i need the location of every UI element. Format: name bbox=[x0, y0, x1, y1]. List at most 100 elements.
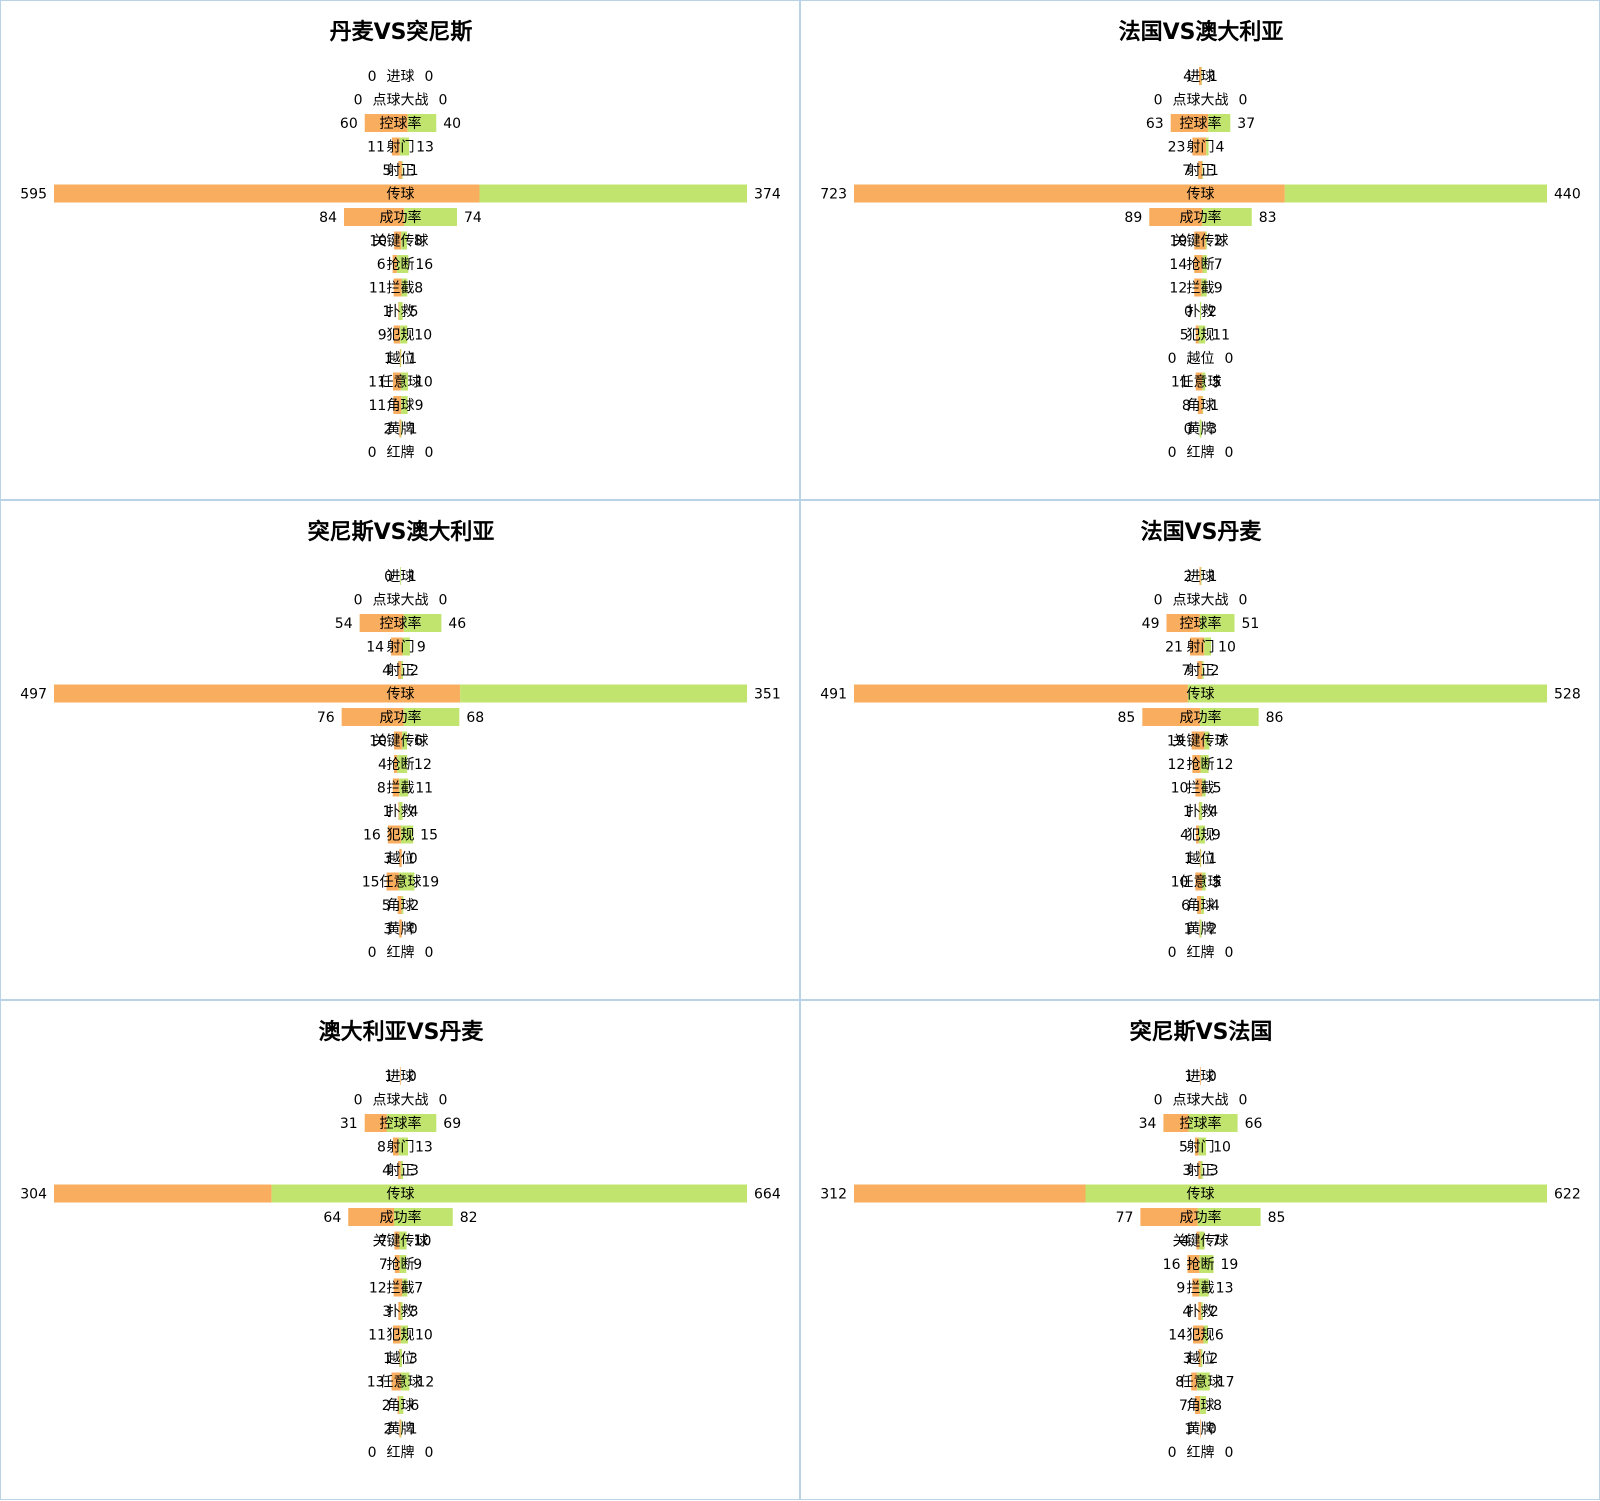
value-right-key-passes: 7 bbox=[1212, 1234, 1221, 1250]
bar-right-key-passes bbox=[1205, 231, 1207, 250]
chart-title: 法国VS澳大利亚 bbox=[1119, 19, 1284, 45]
value-right-red-cards: 0 bbox=[425, 445, 434, 461]
value-right-offsides: 0 bbox=[1225, 351, 1234, 367]
value-left-key-passes: 19 bbox=[1167, 734, 1185, 750]
bar-right-offsides bbox=[1200, 1349, 1203, 1367]
category-label-offsides: 越位 bbox=[387, 851, 415, 867]
bar-right-interceptions bbox=[399, 778, 409, 797]
value-left-shots: 5 bbox=[1179, 1140, 1188, 1156]
value-right-free-kicks: 10 bbox=[415, 375, 433, 391]
value-left-interceptions: 10 bbox=[1171, 781, 1189, 797]
value-right-corners: 6 bbox=[410, 1398, 419, 1414]
value-right-interceptions: 7 bbox=[414, 1281, 423, 1297]
category-label-red-cards: 红牌 bbox=[1187, 1444, 1215, 1461]
bar-left-key-passes bbox=[394, 1231, 400, 1250]
bar-right-corners bbox=[401, 396, 408, 414]
value-left-tackles: 14 bbox=[1169, 257, 1187, 273]
value-right-shootout: 0 bbox=[1239, 93, 1248, 109]
value-right-possession: 66 bbox=[1245, 1116, 1263, 1132]
value-right-shootout: 0 bbox=[439, 93, 448, 109]
value-right-shots-on-target: 2 bbox=[1211, 663, 1220, 679]
bar-left-saves bbox=[1198, 802, 1200, 820]
value-right-fouls: 15 bbox=[420, 828, 438, 844]
bar-left-offsides bbox=[1198, 1349, 1201, 1367]
bar-right-shots bbox=[402, 637, 410, 656]
value-right-fouls: 11 bbox=[1212, 328, 1230, 344]
bar-right-interceptions bbox=[1202, 778, 1206, 797]
category-label-fouls: 犯规 bbox=[1187, 828, 1215, 844]
value-left-interceptions: 9 bbox=[1176, 1281, 1185, 1297]
bar-right-key-passes bbox=[402, 731, 408, 750]
value-left-passes: 304 bbox=[20, 1187, 47, 1203]
bar-left-goals bbox=[1199, 567, 1201, 585]
value-left-shootout: 0 bbox=[1154, 1093, 1163, 1109]
value-left-key-passes: 10 bbox=[369, 234, 387, 250]
bar-right-saves bbox=[399, 802, 403, 820]
bar-left-shots bbox=[392, 1137, 399, 1156]
category-label-interceptions: 拦截 bbox=[387, 1281, 415, 1297]
category-label-saves: 扑救 bbox=[1187, 304, 1215, 320]
bar-left-offsides bbox=[1199, 849, 1201, 867]
value-left-corners: 11 bbox=[369, 398, 387, 414]
value-left-red-cards: 0 bbox=[1168, 1445, 1177, 1461]
bar-right-yellow-cards bbox=[1199, 419, 1202, 438]
chart-panel-4: 法国VS丹麦 进球 2 1 点球大战 0 0 控球率 49 51 射门 21 10 射正 7 2 传球 491 52… bbox=[800, 500, 1600, 1000]
bar-right-shots-on-target bbox=[400, 1161, 404, 1179]
bar-right-saves bbox=[1201, 1302, 1203, 1320]
bar-left-key-passes bbox=[394, 231, 402, 250]
value-left-offsides: 1 bbox=[1184, 851, 1193, 867]
bar-right-tackles bbox=[396, 255, 409, 273]
value-right-fouls: 10 bbox=[415, 1328, 433, 1344]
bar-right-fouls bbox=[400, 825, 414, 844]
category-label-offsides: 越位 bbox=[1187, 851, 1215, 867]
value-left-shots-on-target: 3 bbox=[1182, 1163, 1191, 1179]
value-left-tackles: 6 bbox=[377, 257, 386, 273]
bar-left-key-passes bbox=[393, 731, 403, 750]
value-left-saves: 4 bbox=[1182, 1304, 1191, 1320]
category-label-shots-on-target: 射正 bbox=[387, 163, 415, 179]
value-right-pass-accuracy: 74 bbox=[464, 210, 482, 226]
category-label-shootout: 点球大战 bbox=[373, 93, 429, 109]
value-right-saves: 2 bbox=[1210, 1304, 1219, 1320]
bar-left-yellow-cards bbox=[399, 1419, 401, 1438]
value-right-possession: 46 bbox=[448, 616, 466, 632]
category-label-saves: 扑救 bbox=[1187, 1304, 1215, 1320]
value-left-fouls: 5 bbox=[1180, 328, 1189, 344]
chart-panel-1: 丹麦VS突尼斯 进球 0 0 点球大战 0 0 控球率 60 40 射门 11 13 射正 5 1 传球 595 3… bbox=[0, 0, 800, 500]
bar-right-saves bbox=[400, 1302, 403, 1320]
value-left-free-kicks: 15 bbox=[362, 875, 380, 891]
value-left-passes: 723 bbox=[820, 187, 847, 203]
category-label-yellow-cards: 黄牌 bbox=[387, 921, 415, 938]
bar-right-fouls bbox=[400, 1325, 409, 1344]
bar-right-free-kicks bbox=[400, 1372, 410, 1391]
value-right-passes: 440 bbox=[1554, 187, 1581, 203]
bar-right-corners bbox=[399, 1396, 404, 1414]
bar-right-shots-on-target bbox=[1200, 1161, 1203, 1179]
bar-left-pass-accuracy bbox=[344, 208, 405, 226]
category-label-saves: 扑救 bbox=[387, 1304, 415, 1320]
value-left-saves: 1 bbox=[383, 804, 392, 820]
bar-right-possession bbox=[1188, 1114, 1238, 1132]
value-left-corners: 5 bbox=[382, 898, 391, 914]
value-left-saves: 0 bbox=[1184, 304, 1193, 320]
value-right-saves: 5 bbox=[410, 304, 419, 320]
value-right-shots-on-target: 3 bbox=[1210, 1163, 1219, 1179]
bar-left-saves bbox=[398, 802, 400, 820]
bar-left-shots bbox=[1194, 1137, 1199, 1156]
bar-left-possession bbox=[1163, 1114, 1189, 1132]
value-left-pass-accuracy: 77 bbox=[1116, 1210, 1134, 1226]
category-label-passes: 传球 bbox=[1187, 187, 1215, 203]
value-right-red-cards: 0 bbox=[1225, 1445, 1234, 1461]
value-left-free-kicks: 8 bbox=[1175, 1375, 1184, 1391]
category-label-free-kicks: 任意球 bbox=[1180, 874, 1222, 891]
bar-right-interceptions bbox=[401, 278, 408, 297]
value-left-pass-accuracy: 76 bbox=[317, 710, 335, 726]
bar-right-pass-accuracy bbox=[1197, 1208, 1261, 1226]
bar-left-free-kicks bbox=[1191, 1372, 1198, 1391]
category-label-yellow-cards: 黄牌 bbox=[1187, 421, 1215, 438]
bar-left-shots-on-target bbox=[1198, 161, 1203, 179]
bar-left-free-kicks bbox=[386, 872, 399, 891]
category-label-interceptions: 拦截 bbox=[1187, 281, 1215, 297]
